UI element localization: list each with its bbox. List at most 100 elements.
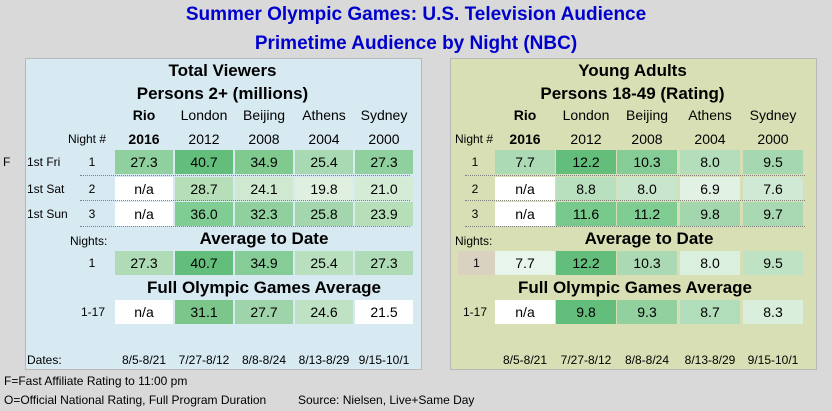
total-viewers-host-1: London	[180, 107, 228, 123]
total-viewers-avg-cell-1: 40.7	[175, 251, 233, 275]
row-label-2: 1st Sun	[27, 207, 68, 221]
young-adults-host-1: London	[562, 107, 610, 123]
total-viewers-avg-cell-3: 25.4	[295, 251, 353, 275]
young-adults-year-0: 2016	[509, 131, 541, 147]
total-viewers-row-divider-1	[80, 200, 410, 201]
total-viewers-cell-r2-c3: 25.8	[295, 202, 353, 226]
total-viewers-avg-cell-4: 27.3	[355, 251, 413, 275]
young-adults-full-night: 1-17	[462, 305, 488, 319]
chart-title: Summer Olympic Games: U.S. Television Au…	[185, 4, 647, 25]
total-viewers-year-1: 2012	[188, 131, 220, 147]
young-adults-full-cell-1: 9.8	[556, 300, 616, 324]
total-viewers-subtitle: Persons 2+ (millions)	[136, 84, 309, 103]
total-viewers-cell-r2-c0: n/a	[115, 202, 173, 226]
young-adults-cell-r0-c0: 7.7	[495, 150, 555, 174]
total-viewers-full-cell-2: 27.7	[235, 300, 293, 324]
total-viewers-full-cell-1: 31.1	[175, 300, 233, 324]
row-night-2: 3	[88, 207, 96, 221]
dates-label: Dates:	[27, 353, 62, 367]
total-viewers-year-4: 2000	[368, 131, 400, 147]
young-adults-cell-r1-c0: n/a	[495, 177, 555, 201]
young-adults-full-cell-4: 8.3	[743, 300, 803, 324]
young-adults-row-divider-2	[465, 226, 805, 227]
young-adults-night-header: Night #	[455, 132, 494, 146]
total-viewers-avg-cell-2: 34.9	[235, 251, 293, 275]
young-adults-cell-r1-c3: 6.9	[680, 177, 740, 201]
young-adults-dates-1: 7/27-8/12	[560, 353, 612, 367]
young-adults-nights-header: Nights:	[455, 234, 493, 248]
young-adults-host-4: Sydney	[749, 107, 797, 123]
young-adults-cell-r2-c0: n/a	[495, 202, 555, 226]
young-adults-cell-r2-c1: 11.6	[556, 202, 616, 226]
total-viewers-row-divider-2	[80, 226, 410, 227]
footnote-official: O=Official National Rating, Full Program…	[4, 393, 267, 407]
total-viewers-dates-4: 9/15-10/1	[358, 353, 410, 367]
young-adults-dates-3: 8/13-8/29	[684, 353, 736, 367]
young-adults-row-divider-0	[465, 175, 805, 176]
total-viewers-host-2: Beijing	[242, 107, 286, 123]
row-label-1: 1st Sat	[27, 182, 65, 196]
total-viewers-dates-1: 7/27-8/12	[178, 353, 230, 367]
total-viewers-host-0: Rio	[132, 107, 156, 123]
total-viewers-dates-0: 8/5-8/21	[121, 353, 167, 367]
young-adults-year-2: 2008	[631, 131, 663, 147]
young-adults-full-cell-2: 9.3	[617, 300, 677, 324]
total-viewers-nights-header: Nights:	[70, 234, 108, 248]
row-flag-0: F	[3, 155, 11, 169]
young-adults-cell-r0-c3: 8.0	[680, 150, 740, 174]
young-adults-host-0: Rio	[513, 107, 537, 123]
young-adults-row-night-1: 2	[471, 182, 479, 196]
row-night-1: 2	[88, 182, 96, 196]
total-viewers-cell-r2-c2: 32.3	[235, 202, 293, 226]
total-viewers-cell-r0-c4: 27.3	[355, 150, 413, 174]
total-viewers-cell-r1-c1: 28.7	[175, 177, 233, 201]
total-viewers-cell-r0-c3: 25.4	[295, 150, 353, 174]
total-viewers-full-cell-4: 21.5	[355, 300, 413, 324]
young-adults-dates-2: 8/8-8/24	[624, 353, 670, 367]
total-viewers-avg-heading: Average to Date	[199, 229, 329, 248]
young-adults-host-2: Beijing	[625, 107, 669, 123]
total-viewers-year-3: 2004	[308, 131, 340, 147]
total-viewers-full-night: 1-17	[80, 305, 106, 319]
total-viewers-cell-r1-c2: 24.1	[235, 177, 293, 201]
young-adults-cell-r1-c2: 8.0	[617, 177, 677, 201]
total-viewers-cell-r1-c0: n/a	[115, 177, 173, 201]
young-adults-full-cell-3: 8.7	[680, 300, 740, 324]
young-adults-avg-cell-1: 12.2	[556, 251, 616, 275]
young-adults-avg-cell-4: 9.5	[743, 251, 803, 275]
young-adults-cell-r0-c1: 12.2	[556, 150, 616, 174]
total-viewers-full-cell-3: 24.6	[295, 300, 353, 324]
total-viewers-dates-2: 8/8-8/24	[241, 353, 287, 367]
total-viewers-cell-r0-c2: 34.9	[235, 150, 293, 174]
total-viewers-cell-r2-c4: 23.9	[355, 202, 413, 226]
young-adults-host-3: Athens	[688, 107, 732, 123]
total-viewers-cell-r2-c1: 36.0	[175, 202, 233, 226]
young-adults-year-3: 2004	[694, 131, 726, 147]
young-adults-avg-cell-0: 7.7	[495, 251, 555, 275]
total-viewers-year-2: 2008	[248, 131, 280, 147]
total-viewers-full-heading: Full Olympic Games Average	[147, 278, 381, 297]
young-adults-avg-cell-2: 10.3	[617, 251, 677, 275]
young-adults-year-4: 2000	[757, 131, 789, 147]
total-viewers-year-0: 2016	[128, 131, 160, 147]
young-adults-year-1: 2012	[570, 131, 602, 147]
total-viewers-title: Total Viewers	[168, 61, 277, 80]
total-viewers-full-cell-0: n/a	[115, 300, 173, 324]
young-adults-cell-r1-c1: 8.8	[556, 177, 616, 201]
total-viewers-cell-r1-c3: 19.8	[295, 177, 353, 201]
total-viewers-cell-r1-c4: 21.0	[355, 177, 413, 201]
total-viewers-avg-cell-0: 27.3	[115, 251, 173, 275]
young-adults-row-night-0: 1	[471, 155, 479, 169]
young-adults-cell-r2-c3: 9.8	[680, 202, 740, 226]
young-adults-title: Young Adults	[578, 61, 687, 80]
young-adults-cell-r0-c2: 10.3	[617, 150, 677, 174]
young-adults-dates-0: 8/5-8/21	[502, 353, 548, 367]
young-adults-cell-r0-c4: 9.5	[743, 150, 803, 174]
total-viewers-cell-r0-c0: 27.3	[115, 150, 173, 174]
total-viewers-host-3: Athens	[302, 107, 346, 123]
young-adults-cell-r2-c2: 11.2	[617, 202, 677, 226]
young-adults-row-divider-1	[465, 200, 805, 201]
young-adults-subtitle: Persons 18-49 (Rating)	[540, 84, 725, 103]
total-viewers-night-header: Night #	[68, 132, 107, 146]
total-viewers-row-divider-0	[80, 175, 410, 176]
